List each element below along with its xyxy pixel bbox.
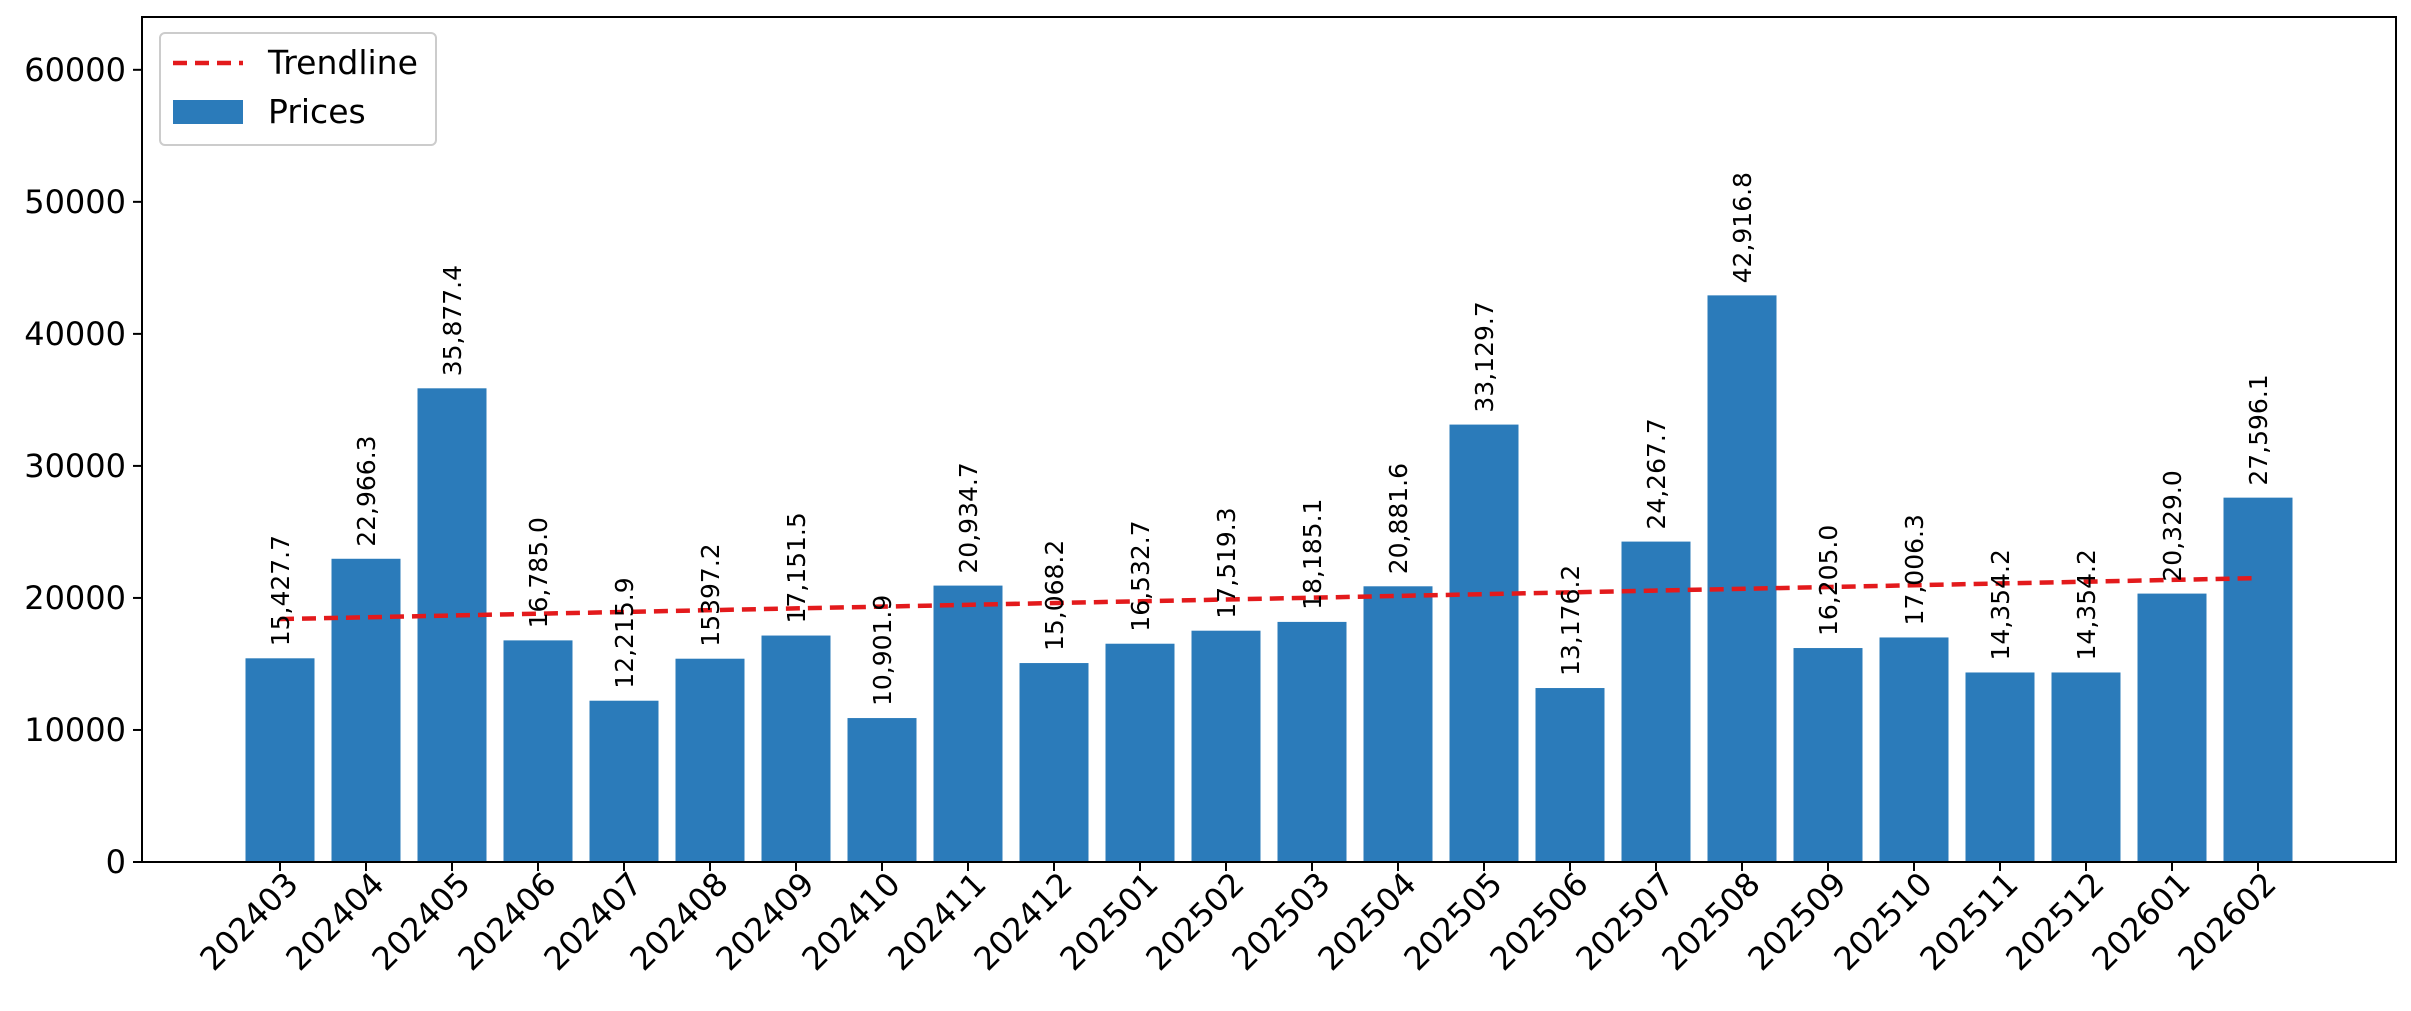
bar-202405: [417, 388, 487, 862]
bar-202408: [675, 658, 745, 862]
bar-value-label: 17,151.5: [782, 512, 811, 623]
y-axis: 0 10000 20000 30000 40000 50000 60000: [24, 51, 142, 881]
bar-202404: [331, 558, 401, 862]
plot-frame: [141, 16, 2397, 863]
bar-value-label: 42,916.8: [1728, 172, 1757, 283]
bar-value-label: 15,427.7: [266, 535, 295, 646]
bar-value-label: 16,205.0: [1814, 525, 1843, 636]
bar-value-label: 15,068.2: [1040, 540, 1069, 651]
bar-value-label: 20,329.0: [2158, 470, 2187, 581]
bar-202601: [2137, 593, 2207, 862]
y-tick-label: 50000: [24, 183, 126, 221]
bar-202410: [847, 718, 917, 862]
bar-202510: [1879, 637, 1949, 862]
bar-value-label: 15397.2: [696, 543, 725, 646]
bar-202507: [1621, 541, 1691, 862]
bar-202508: [1707, 295, 1777, 862]
y-tick-label: 0: [106, 843, 126, 881]
y-tick-label: 20000: [24, 579, 126, 617]
bar-202505: [1449, 424, 1519, 862]
bar-202511: [1965, 672, 2035, 862]
bar-202512: [2051, 672, 2121, 862]
bar-202403: [245, 658, 315, 862]
bar-202502: [1191, 630, 1261, 862]
y-tick-label: 40000: [24, 315, 126, 353]
bar-value-label: 35,877.4: [438, 265, 467, 376]
bar-value-label: 20,934.7: [954, 462, 983, 573]
y-tick-label: 60000: [24, 51, 126, 89]
bar-202503: [1277, 621, 1347, 862]
bar-value-label: 24,267.7: [1642, 418, 1671, 529]
bars: [245, 295, 2293, 862]
bar-value-label: 13,176.2: [1556, 565, 1585, 676]
legend-prices-swatch: [173, 100, 243, 124]
bar-202409: [761, 635, 831, 862]
bar-value-label: 17,006.3: [1900, 514, 1929, 625]
bar-value-label: 17,519.3: [1212, 507, 1241, 618]
bar-202411: [933, 585, 1003, 862]
bar-value-label: 14,354.2: [2072, 549, 2101, 660]
bar-202412: [1019, 663, 1089, 862]
bar-202602: [2223, 497, 2293, 862]
y-tick-label: 10000: [24, 711, 126, 749]
bar-value-label: 33,129.7: [1470, 301, 1499, 412]
bar-202406: [503, 640, 573, 862]
bar-value-label: 22,966.3: [352, 435, 381, 546]
bar-value-label: 16,532.7: [1126, 520, 1155, 631]
bar-202407: [589, 700, 659, 862]
bar-data-labels: 15,427.7 22,966.3 35,877.4 16,785.0 12,215.9…: [266, 172, 2273, 706]
bar-value-label: 12,215.9: [610, 577, 639, 688]
bar-value-label: 10,901.9: [868, 595, 897, 706]
bar-value-label: 27,596.1: [2244, 374, 2273, 485]
bar-202501: [1105, 643, 1175, 862]
bar-202509: [1793, 648, 1863, 862]
bar-value-label: 14,354.2: [1986, 549, 2015, 660]
bar-202506: [1535, 688, 1605, 862]
legend-prices-label: Prices: [268, 92, 366, 131]
bar-202504: [1363, 586, 1433, 862]
legend: Trendline Prices: [159, 32, 437, 146]
bar-value-label: 16,785.0: [524, 517, 553, 628]
bar-value-label: 20,881.6: [1384, 463, 1413, 574]
y-tick-label: 30000: [24, 447, 126, 485]
legend-trendline-label: Trendline: [267, 43, 418, 82]
bar-value-label: 18,185.1: [1298, 499, 1327, 610]
